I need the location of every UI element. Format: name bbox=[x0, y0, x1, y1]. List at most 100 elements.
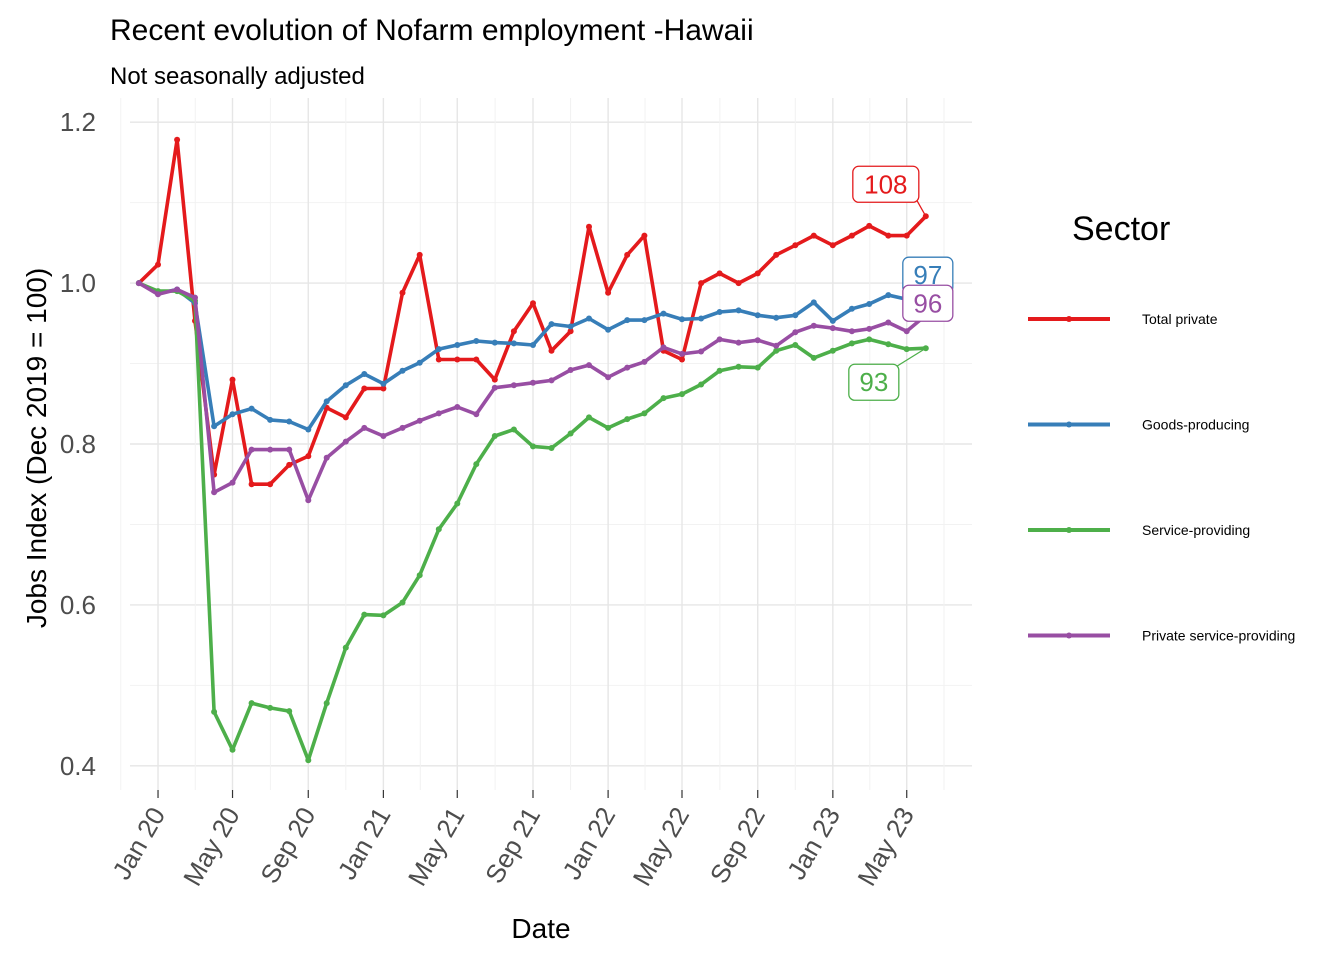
data-point bbox=[342, 414, 349, 421]
data-point bbox=[267, 481, 274, 488]
data-point bbox=[848, 232, 855, 239]
data-point bbox=[286, 418, 293, 425]
x-axis-label: Date bbox=[511, 913, 570, 944]
data-point bbox=[716, 309, 723, 315]
x-tick-label: May 20 bbox=[177, 802, 246, 891]
data-point bbox=[567, 328, 574, 335]
data-point bbox=[848, 305, 855, 312]
data-point bbox=[810, 354, 817, 361]
data-point bbox=[548, 445, 555, 451]
data-point bbox=[454, 500, 461, 507]
data-point bbox=[229, 746, 236, 753]
data-point bbox=[267, 704, 274, 711]
data-point bbox=[267, 416, 274, 423]
data-point bbox=[735, 339, 742, 346]
data-point bbox=[399, 289, 406, 296]
y-tick-label: 0.4 bbox=[60, 751, 96, 781]
end-label-box bbox=[902, 284, 954, 322]
data-point bbox=[174, 286, 181, 293]
data-point bbox=[323, 398, 330, 405]
data-point bbox=[866, 301, 873, 307]
data-point bbox=[716, 270, 723, 277]
end-label-leader bbox=[916, 199, 927, 217]
data-point bbox=[567, 367, 574, 373]
data-point bbox=[792, 242, 799, 249]
data-point bbox=[211, 489, 218, 496]
data-point bbox=[810, 232, 817, 239]
data-point bbox=[361, 611, 368, 618]
data-point bbox=[454, 342, 461, 348]
data-point bbox=[679, 350, 685, 357]
data-point bbox=[248, 405, 255, 412]
data-point bbox=[624, 317, 631, 324]
data-point bbox=[323, 700, 330, 707]
data-point bbox=[286, 446, 293, 453]
data-point bbox=[510, 382, 517, 389]
data-point bbox=[624, 416, 631, 423]
data-point bbox=[848, 340, 855, 347]
data-point bbox=[361, 424, 368, 431]
data-point bbox=[435, 526, 442, 533]
data-point bbox=[716, 336, 723, 343]
data-point bbox=[435, 346, 442, 353]
x-tick-label: Jan 22 bbox=[556, 802, 621, 885]
data-point bbox=[810, 299, 817, 306]
data-point bbox=[510, 340, 517, 347]
data-point bbox=[416, 417, 423, 424]
data-point bbox=[885, 319, 892, 326]
data-point bbox=[754, 337, 761, 344]
data-point bbox=[792, 329, 799, 336]
x-tick-label: Jan 21 bbox=[332, 802, 397, 885]
data-point bbox=[491, 433, 498, 439]
data-point bbox=[361, 371, 368, 377]
data-point bbox=[435, 356, 442, 363]
data-point bbox=[567, 430, 574, 437]
data-point bbox=[548, 377, 555, 384]
data-point bbox=[698, 280, 705, 287]
x-tick-label: May 23 bbox=[851, 802, 920, 891]
y-tick-label: 1.2 bbox=[60, 107, 96, 137]
end-label-leader bbox=[896, 347, 927, 367]
data-point bbox=[586, 414, 592, 421]
data-point bbox=[342, 644, 349, 651]
data-point bbox=[679, 356, 685, 363]
x-tick-label: May 21 bbox=[402, 802, 471, 891]
data-point bbox=[548, 347, 555, 354]
data-point bbox=[399, 367, 406, 374]
y-tick-label: 0.6 bbox=[60, 590, 96, 620]
data-point bbox=[399, 424, 406, 431]
data-point bbox=[866, 336, 873, 343]
data-point bbox=[211, 708, 218, 715]
legend-key-point bbox=[1066, 632, 1072, 639]
legend-title: Sector bbox=[1072, 210, 1170, 248]
data-point bbox=[829, 325, 836, 332]
series-layer bbox=[135, 136, 929, 764]
data-point bbox=[174, 136, 181, 143]
data-point bbox=[773, 251, 780, 258]
data-point bbox=[342, 382, 349, 389]
data-point bbox=[792, 342, 799, 348]
data-point bbox=[605, 289, 612, 296]
data-point bbox=[754, 312, 761, 319]
data-point bbox=[473, 338, 480, 344]
data-point bbox=[305, 497, 312, 504]
data-point bbox=[342, 438, 349, 445]
data-point bbox=[903, 232, 910, 239]
data-point bbox=[660, 395, 667, 402]
data-point bbox=[435, 410, 442, 417]
data-point bbox=[885, 341, 892, 348]
data-point bbox=[473, 461, 480, 468]
data-point bbox=[267, 446, 274, 453]
legend: Total private Goods-producing Service-prov… bbox=[1028, 311, 1295, 644]
data-point bbox=[248, 700, 255, 707]
data-point bbox=[586, 362, 592, 369]
y-tick-label: 0.8 bbox=[60, 429, 96, 459]
data-point bbox=[211, 423, 218, 430]
legend-key-point bbox=[1066, 527, 1072, 533]
end-label-box bbox=[848, 363, 900, 401]
data-point bbox=[903, 328, 910, 335]
x-tick-label: Jan 23 bbox=[781, 802, 846, 885]
legend-key-point bbox=[1066, 421, 1072, 428]
